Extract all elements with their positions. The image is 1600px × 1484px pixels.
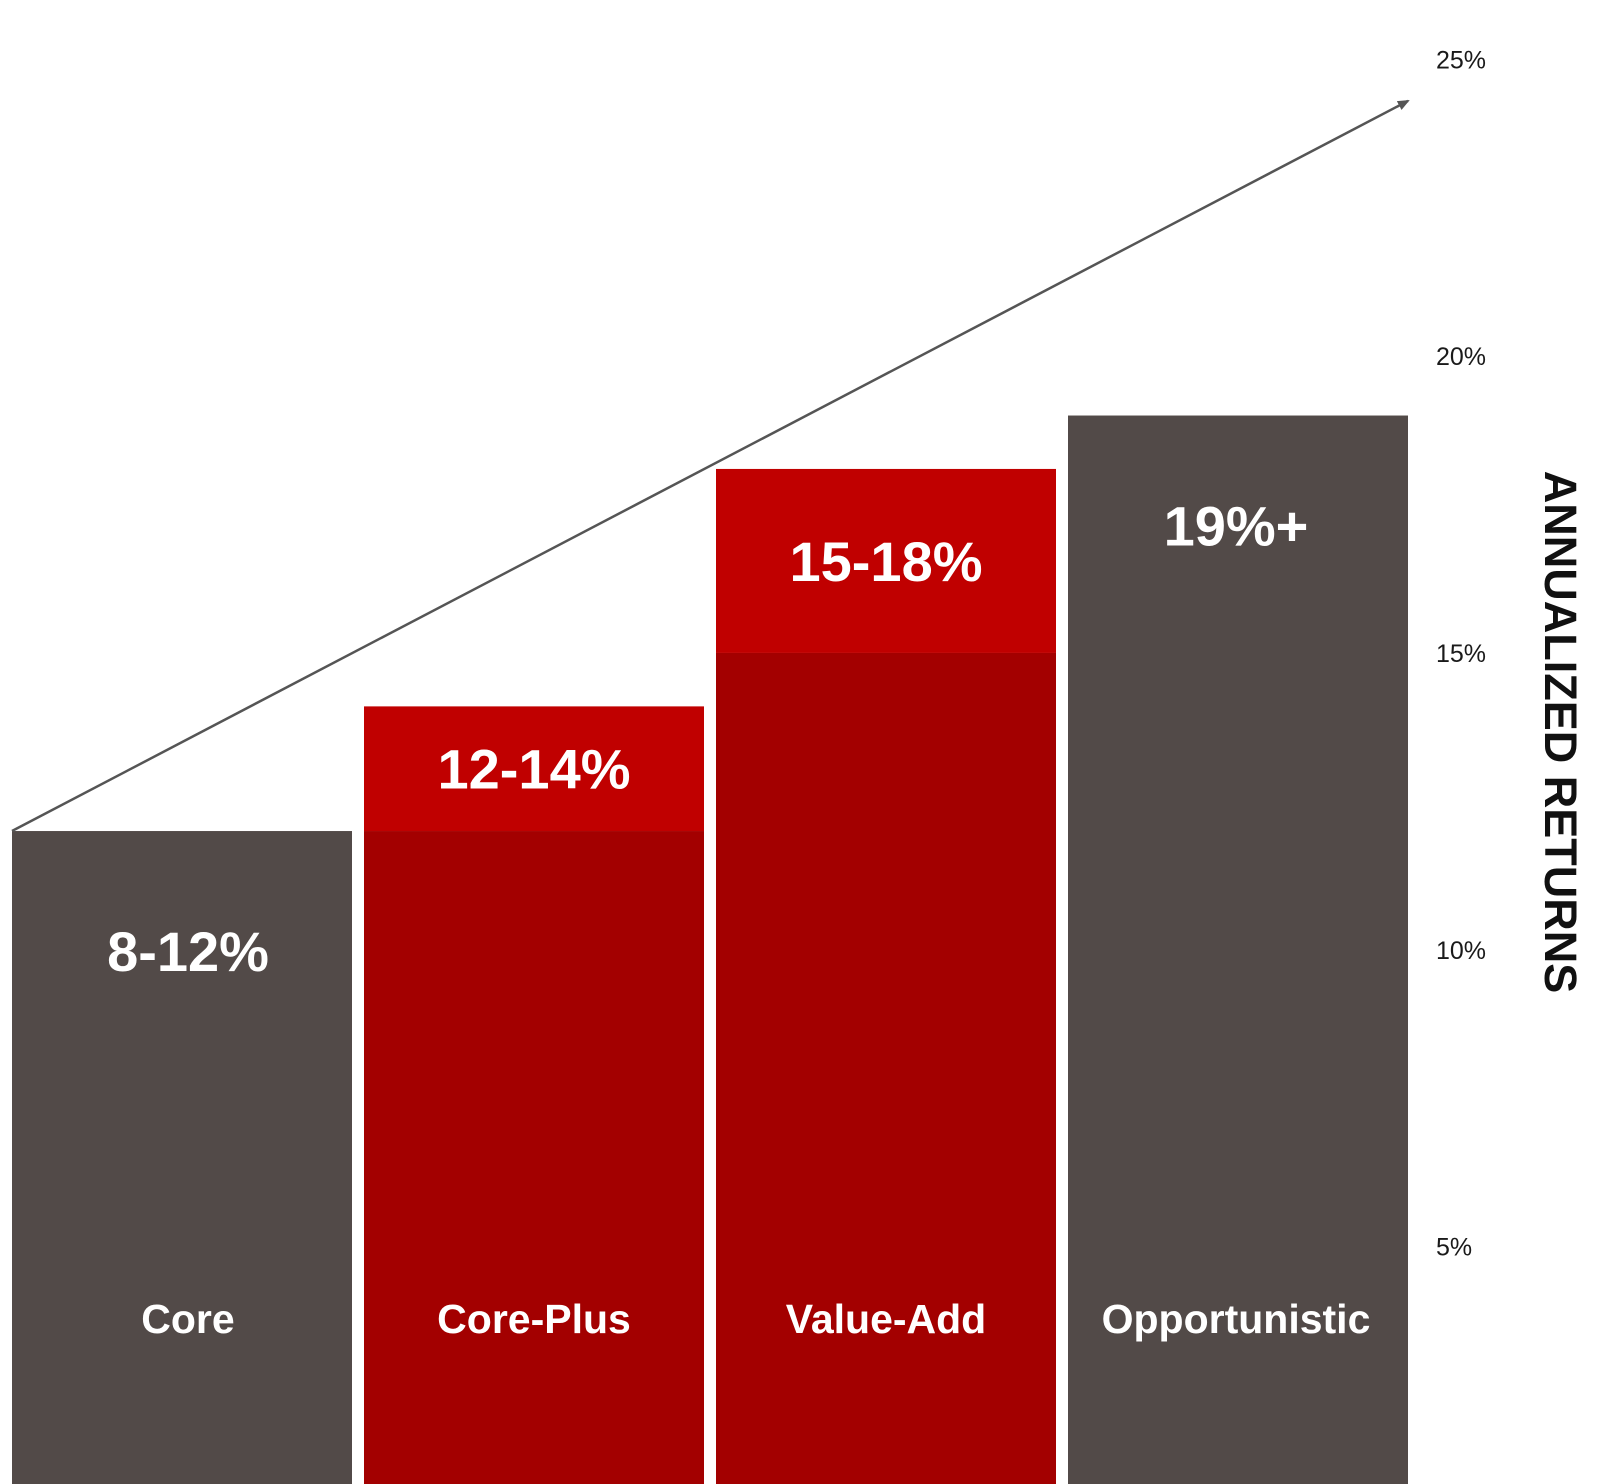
y-tick-label-15: 15% <box>1436 640 1486 668</box>
bar-cap-value-add <box>716 468 1056 653</box>
y-tick-label-10: 10% <box>1436 937 1486 965</box>
category-label-opportunistic: Opportunistic <box>1102 1296 1371 1342</box>
y-tick-label-5: 5% <box>1436 1234 1472 1262</box>
bar-core-plus <box>364 831 704 1484</box>
bars-layer <box>12 415 1408 1484</box>
range-label-opportunistic: 19%+ <box>1164 495 1309 558</box>
bar-value-add <box>716 652 1056 1484</box>
y-tick-label-25: 25% <box>1436 46 1486 74</box>
y-axis: 5% 10% 15% 20% 25% <box>1436 46 1486 1261</box>
range-label-core: 8-12% <box>107 920 269 983</box>
y-axis-title: ANNUALIZED RETURNS <box>1535 471 1586 994</box>
category-label-value-add: Value-Add <box>786 1296 986 1342</box>
range-label-value-add: 15-18% <box>789 530 982 593</box>
category-label-core-plus: Core-Plus <box>437 1296 631 1342</box>
trend-layer <box>11 99 1410 833</box>
bar-opportunistic <box>1068 415 1408 1484</box>
y-tick-label-20: 20% <box>1436 343 1486 371</box>
bar-cap-core-plus <box>364 706 704 832</box>
range-label-core-plus: 12-14% <box>437 738 630 801</box>
bar-core <box>12 831 352 1484</box>
category-label-core: Core <box>141 1296 234 1342</box>
labels-layer: 8-12% 12-14% 15-18% 19%+ Core Core-Plus Value-… <box>107 495 1370 1342</box>
trend-arrow <box>11 99 1410 833</box>
